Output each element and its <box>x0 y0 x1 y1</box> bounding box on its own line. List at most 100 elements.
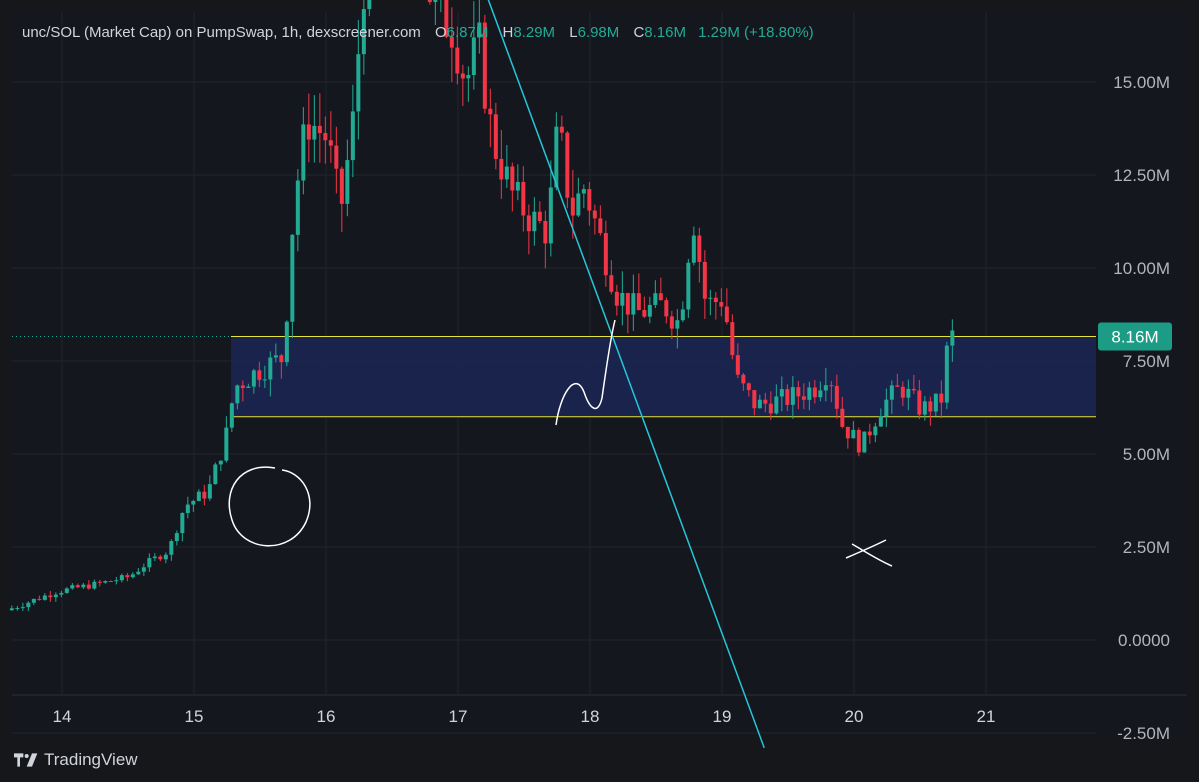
candle-body <box>152 556 157 559</box>
candle-body <box>295 180 300 235</box>
candle-body <box>823 385 828 391</box>
candle-body <box>565 132 570 198</box>
open-value: 6.87M <box>446 24 489 41</box>
candle-body <box>460 73 465 79</box>
candle-body <box>185 504 190 514</box>
candle-body <box>323 133 328 141</box>
candle-body <box>48 595 53 598</box>
candle-body <box>570 197 575 216</box>
candle-body <box>906 388 911 398</box>
open-label: O <box>434 24 447 41</box>
candle-body <box>922 401 927 415</box>
trend-line[interactable] <box>381 0 765 749</box>
candle-body <box>136 571 141 575</box>
y-tick-label: 12.50M <box>1113 166 1170 185</box>
hand-drawn-x-stroke[interactable] <box>851 543 893 567</box>
symbol-title[interactable]: unc/SOL (Market Cap) on PumpSwap, 1h, de… <box>22 24 421 41</box>
candle-body <box>158 556 163 560</box>
candle-body <box>785 389 790 405</box>
candle-body <box>790 387 795 405</box>
candle-body <box>499 158 504 180</box>
candle-body <box>763 399 768 404</box>
candle-body <box>851 429 856 439</box>
candle-body <box>70 585 75 589</box>
candle-body <box>867 431 872 436</box>
candle-body <box>306 124 311 140</box>
price-tag-bg <box>1098 322 1172 351</box>
candle-body <box>75 585 80 588</box>
candle-body <box>724 306 729 323</box>
candle-body <box>471 37 476 75</box>
y-tick-label: 15.00M <box>1113 73 1170 92</box>
candle-body <box>141 567 146 572</box>
candle-body <box>554 126 559 188</box>
candle-body <box>829 385 834 387</box>
candle-body <box>647 304 652 317</box>
candle-body <box>37 598 42 600</box>
candle-body <box>658 293 663 301</box>
candle-body <box>702 261 707 299</box>
candle-body <box>719 302 724 307</box>
candle-body <box>312 125 317 140</box>
candle-body <box>510 166 515 191</box>
candle-body <box>614 291 619 306</box>
candle-body <box>279 355 284 363</box>
candle-body <box>147 558 152 568</box>
tradingview-icon <box>14 753 38 767</box>
candle-body <box>235 385 240 404</box>
candle-body <box>9 608 14 611</box>
candle-body <box>691 235 696 263</box>
candle-body <box>86 584 91 589</box>
y-tick-label: 10.00M <box>1113 259 1170 278</box>
candle-body <box>713 297 718 303</box>
candle-body <box>202 491 207 499</box>
candle-body <box>103 581 108 583</box>
candle-body <box>493 114 498 159</box>
candle-body <box>928 401 933 412</box>
candle-body <box>224 427 229 461</box>
candle-body <box>900 386 905 398</box>
candle-body <box>856 429 861 453</box>
candle-body <box>521 181 526 216</box>
candle-body <box>675 320 680 329</box>
candle-body <box>15 607 20 609</box>
candle-body <box>625 292 630 315</box>
candle-body <box>64 588 69 593</box>
x-tick-label: 19 <box>713 707 732 726</box>
candle-body <box>262 379 267 381</box>
y-axis: 32.50M30.00M27.50M25.00M22.50M20.00M17.5… <box>1113 73 1170 743</box>
candle-body <box>664 300 669 317</box>
low-value: 6.98M <box>577 24 620 41</box>
drawings <box>228 0 893 749</box>
candle-body <box>735 355 740 375</box>
x-tick-label: 17 <box>449 707 468 726</box>
close-label: C <box>633 24 645 41</box>
candle-body <box>339 168 344 204</box>
candle-body <box>768 403 773 414</box>
candle-body <box>449 36 454 48</box>
candle-body <box>163 554 168 560</box>
candle-body <box>609 275 614 292</box>
hand-drawn-circle[interactable] <box>228 466 311 547</box>
candle-body <box>576 193 581 216</box>
y-tick-label: 2.50M <box>1123 538 1170 557</box>
candle-body <box>939 393 944 403</box>
candle-body <box>548 187 553 244</box>
x-tick-label: 21 <box>977 707 996 726</box>
candle-body <box>911 388 916 391</box>
candle-body <box>515 181 520 191</box>
candle-body <box>361 9 366 55</box>
tradingview-logo[interactable]: TradingView <box>14 750 138 770</box>
brand-name: TradingView <box>44 750 138 769</box>
hand-drawn-x-stroke[interactable] <box>845 539 887 559</box>
candle-body <box>229 403 234 428</box>
candle-body <box>757 399 762 409</box>
candle-body <box>587 189 592 211</box>
candle-body <box>328 140 333 146</box>
candle-body <box>526 215 531 232</box>
hand-drawn-w[interactable] <box>555 319 616 426</box>
candle-body <box>466 74 471 79</box>
candle-body <box>631 293 636 315</box>
candle-body <box>97 581 102 583</box>
